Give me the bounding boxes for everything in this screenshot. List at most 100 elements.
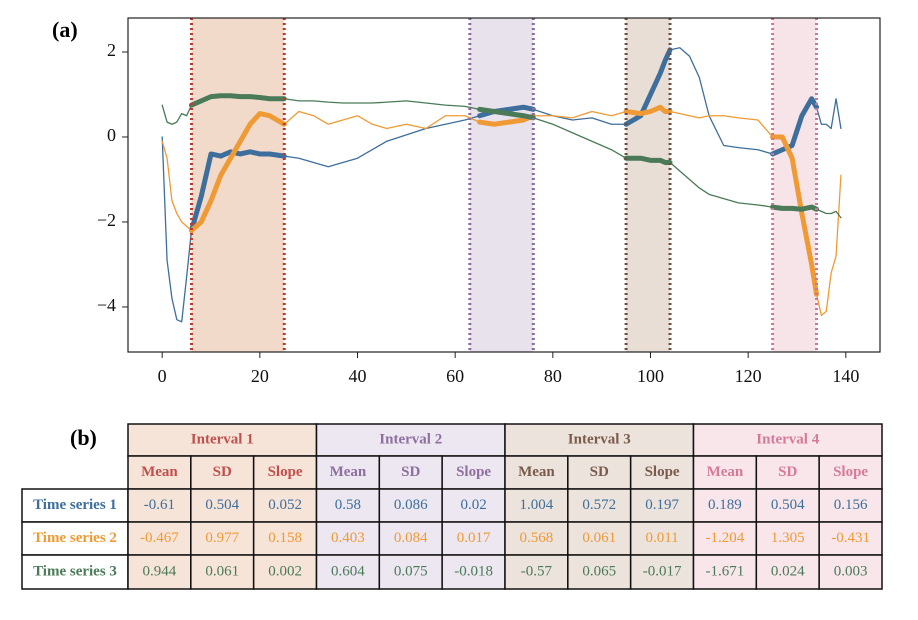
table-value: 0.084 — [394, 530, 428, 546]
x-tick-label: 100 — [637, 366, 664, 386]
column-header: SD — [778, 464, 797, 480]
table-cell — [755, 455, 820, 490]
x-tick-label: 40 — [349, 366, 367, 386]
highlight-segment — [188, 111, 287, 233]
table-cell — [504, 423, 695, 457]
highlight-segment — [623, 155, 673, 165]
table-value: 0.572 — [582, 497, 616, 513]
highlight-segment — [770, 134, 820, 297]
table-cell — [755, 521, 820, 556]
table-value: 0.086 — [394, 497, 428, 513]
interval-span — [191, 18, 285, 352]
table-value: 0.011 — [645, 530, 678, 546]
interval-header: Interval 1 — [191, 431, 254, 447]
table-cell — [504, 554, 569, 590]
table-cell — [441, 455, 506, 490]
table-cell — [629, 521, 695, 556]
table-cell — [629, 554, 695, 590]
column-header: Slope — [268, 464, 303, 480]
table-value: 0.944 — [143, 563, 177, 579]
table-value: 0.504 — [205, 497, 239, 513]
panel-label: (a) — [52, 17, 78, 42]
x-tick-label: 140 — [832, 366, 859, 386]
table-value: 0.024 — [771, 563, 805, 579]
row-header: Time series 2 — [33, 530, 117, 546]
table-value: 0.158 — [268, 530, 302, 546]
table-value: 0.017 — [457, 530, 491, 546]
table-value: 0.061 — [205, 563, 239, 579]
table-value: 0.568 — [520, 530, 554, 546]
x-tick-label: 80 — [544, 366, 562, 386]
table-value: 0.052 — [268, 497, 302, 513]
table-value: 0.156 — [834, 497, 868, 513]
table-cell — [315, 423, 506, 457]
table-cell — [818, 488, 883, 523]
table-cell — [378, 554, 443, 590]
table-cell — [567, 488, 632, 523]
table-cell — [190, 455, 255, 490]
table-cell — [127, 554, 192, 590]
table-value: 0.075 — [394, 563, 428, 579]
y-tick-label: −4 — [97, 295, 116, 315]
highlight-segment — [188, 93, 287, 108]
column-header: Slope — [833, 464, 868, 480]
table-cell — [315, 554, 381, 590]
plot-frame — [127, 17, 881, 353]
table-cell — [378, 488, 443, 523]
table-value: 0.604 — [331, 563, 365, 579]
y-tick-label: 2 — [107, 40, 116, 60]
table-cell — [315, 455, 381, 490]
highlight-segment — [623, 104, 673, 117]
table-cell — [692, 423, 883, 457]
table-value: 0.504 — [771, 497, 805, 513]
table-value: 0.002 — [268, 563, 302, 579]
interval-header: Interval 4 — [756, 431, 819, 447]
table-cell — [567, 554, 632, 590]
interval-span — [469, 18, 534, 352]
table-cell — [567, 455, 632, 490]
table-cell — [504, 521, 569, 556]
table-value: 0.58 — [335, 497, 361, 513]
table-cell — [692, 554, 758, 590]
table-value: -0.017 — [643, 563, 682, 579]
interval-header: Interval 3 — [568, 431, 631, 447]
highlight-segment — [770, 96, 820, 157]
row-header: Time series 1 — [33, 497, 117, 513]
column-header: Mean — [518, 464, 555, 480]
table-value: -1.671 — [706, 563, 745, 579]
column-header: Slope — [456, 464, 491, 480]
x-tick-label: 20 — [251, 366, 269, 386]
table-value: 0.403 — [331, 530, 365, 546]
table-cell — [315, 521, 381, 556]
table-value: 1.004 — [520, 497, 554, 513]
column-header: SD — [401, 464, 420, 480]
highlight-segment — [623, 47, 673, 127]
row-header: Time series 3 — [33, 563, 117, 579]
highlight-segment — [477, 106, 536, 121]
x-tick-label: 60 — [446, 366, 464, 386]
table-cell — [755, 554, 820, 590]
table-value: 0.197 — [645, 497, 679, 513]
table-value: 0.003 — [834, 563, 868, 579]
column-header: Mean — [330, 464, 367, 480]
column-header: Mean — [707, 464, 744, 480]
interval-header: Interval 2 — [379, 431, 442, 447]
y-tick-label: 0 — [107, 125, 116, 145]
y-tick-label: −2 — [97, 210, 116, 230]
table-cell — [504, 488, 569, 523]
table-value: 0.02 — [460, 497, 486, 513]
column-header: SD — [590, 464, 609, 480]
table-value: 0.189 — [708, 497, 742, 513]
table-value: -0.61 — [144, 497, 175, 513]
table-cell — [818, 554, 883, 590]
x-tick-label: 120 — [735, 366, 762, 386]
table-value: -0.57 — [521, 563, 553, 579]
column-header: Mean — [141, 464, 178, 480]
table-cell — [127, 521, 192, 556]
highlight-segment — [770, 204, 820, 212]
x-tick-label: 0 — [158, 366, 167, 386]
table-value: 1.305 — [771, 530, 805, 546]
table-value: -0.467 — [140, 530, 179, 546]
column-header: Slope — [645, 464, 680, 480]
